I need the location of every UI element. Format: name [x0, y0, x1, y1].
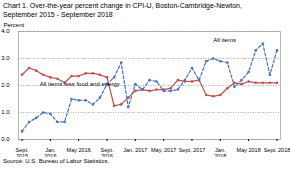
- svg-text:All items: All items: [213, 37, 236, 43]
- svg-text:Percent: Percent: [4, 22, 25, 28]
- svg-text:0.0: 0.0: [1, 136, 10, 142]
- svg-text:May 2016: May 2016: [67, 147, 91, 153]
- svg-text:Sept. 2018: Sept. 2018: [264, 147, 290, 153]
- svg-text:May 2018: May 2018: [237, 147, 261, 153]
- svg-text:Sept. 2017: Sept. 2017: [179, 147, 206, 153]
- svg-text:May. 2017: May. 2017: [151, 147, 176, 153]
- html-text:Chart 1. Over-the-year percent: Chart 1. Over-the-year percent change in…: [3, 2, 242, 9]
- html-text:Source: U.S. Bureau of Labor S: Source: U.S. Bureau of Labor Statistics.: [3, 158, 110, 164]
- svg-text:Sept.2016: Sept.2016: [101, 147, 114, 157]
- svg-text:2.0: 2.0: [1, 82, 10, 88]
- html-text:September 2015 - September 201: September 2015 - September 2018: [3, 10, 113, 18]
- svg-text:Jan. 2017: Jan. 2017: [123, 147, 147, 153]
- svg-text:Sept.2015: Sept.2015: [16, 147, 29, 157]
- svg-text:3.0: 3.0: [1, 55, 10, 61]
- svg-text:4.0: 4.0: [1, 28, 10, 34]
- svg-text:Jan.2018: Jan.2018: [214, 147, 226, 157]
- svg-text:Jan.2016: Jan.2016: [44, 147, 56, 157]
- svg-text:1.0: 1.0: [1, 109, 10, 115]
- svg-text:All items less food and energy: All items less food and energy: [40, 81, 120, 87]
